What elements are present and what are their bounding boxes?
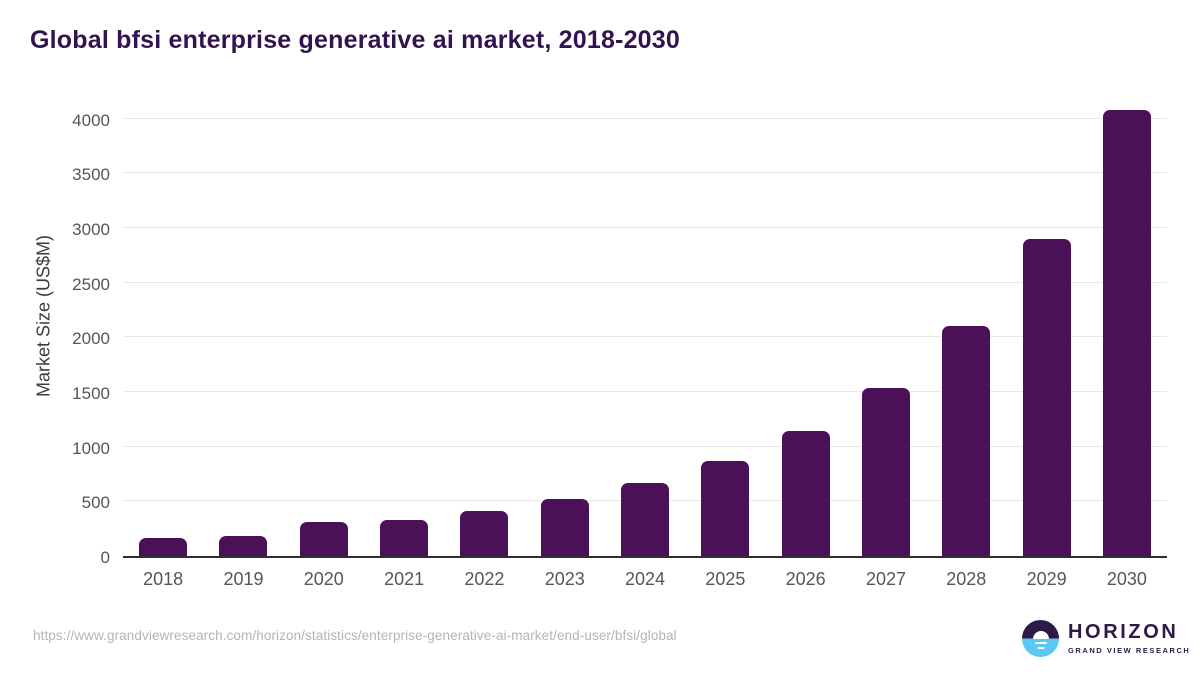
- bar-slot-2019: [203, 100, 283, 556]
- gridline-2500: [123, 281, 1167, 283]
- bar-2019: [219, 536, 268, 556]
- horizon-logo: HORIZON GRAND VIEW RESEARCH: [1022, 620, 1190, 657]
- y-tick-label-0: 0: [100, 548, 110, 567]
- bar-slot-2022: [444, 100, 524, 556]
- bar-slot-2024: [605, 100, 685, 556]
- bar-slot-2020: [284, 100, 364, 556]
- x-tick-label-2028: 2028: [946, 569, 987, 589]
- y-axis-tick-labels: 0 500 1000 1500 2000 2500 3000 3500 4000: [0, 100, 110, 566]
- y-tick-label-2500: 2500: [72, 274, 110, 294]
- bar-2023: [540, 499, 589, 556]
- plot-area: [123, 100, 1167, 558]
- gridline-3000: [123, 226, 1167, 228]
- gridline-1500: [123, 390, 1167, 392]
- bar-2025: [701, 461, 750, 556]
- gridline-2000: [123, 336, 1167, 338]
- x-axis-tick-labels: 2018 2019 2020 2021 2022 2023 2024 2025 2026 2027…: [123, 569, 1167, 590]
- x-tick-label-2025: 2025: [705, 569, 746, 589]
- logo-subtitle: GRAND VIEW RESEARCH: [1068, 646, 1191, 655]
- x-tick-label-2020: 2020: [303, 569, 344, 589]
- x-tick-label-2027: 2027: [865, 569, 906, 589]
- bar-2024: [621, 483, 670, 556]
- bar-2028: [942, 326, 991, 556]
- sun-dome-icon: [1032, 630, 1049, 639]
- bar-slot-2021: [364, 100, 444, 556]
- bars-container: [123, 100, 1167, 556]
- bar-slot-2028: [926, 100, 1006, 556]
- y-tick-label-3500: 3500: [72, 165, 110, 185]
- bar-2022: [460, 510, 509, 556]
- horizon-line-icon: [1037, 646, 1044, 649]
- x-tick-label-2022: 2022: [464, 569, 505, 589]
- bar-2021: [380, 519, 429, 556]
- bar-slot-2018: [123, 100, 203, 556]
- logo-text: HORIZON GRAND VIEW RESEARCH: [1068, 622, 1190, 655]
- logo-name: HORIZON: [1068, 621, 1179, 643]
- y-tick-label-1500: 1500: [72, 383, 110, 403]
- bar-2020: [299, 521, 348, 556]
- x-tick-label-2026: 2026: [785, 569, 826, 589]
- y-tick-label-4000: 4000: [72, 110, 110, 130]
- chart-title: Global bfsi enterprise generative ai mar…: [30, 26, 680, 54]
- horizon-line-icon: [1034, 641, 1047, 644]
- bar-2026: [781, 430, 830, 556]
- x-tick-label-2023: 2023: [544, 569, 585, 589]
- bar-slot-2027: [846, 100, 926, 556]
- source-url: https://www.grandviewresearch.com/horizo…: [33, 628, 677, 643]
- gridline-4000: [123, 117, 1167, 119]
- bar-slot-2023: [525, 100, 605, 556]
- bar-slot-2025: [685, 100, 765, 556]
- x-tick-label-2030: 2030: [1106, 569, 1147, 589]
- y-tick-label-1000: 1000: [72, 438, 110, 458]
- x-tick-label-2021: 2021: [384, 569, 425, 589]
- gridline-3500: [123, 172, 1167, 174]
- x-tick-label-2029: 2029: [1026, 569, 1067, 589]
- bar-slot-2030: [1087, 100, 1167, 556]
- bar-slot-2029: [1006, 100, 1086, 556]
- y-tick-label-500: 500: [81, 493, 110, 513]
- bar-2030: [1102, 109, 1151, 556]
- x-tick-label-2018: 2018: [143, 569, 184, 589]
- x-tick-label-2019: 2019: [223, 569, 264, 589]
- x-tick-label-2024: 2024: [625, 569, 666, 589]
- bar-2018: [139, 537, 188, 556]
- gridline-1000: [123, 445, 1167, 447]
- horizon-logo-icon: [1022, 620, 1059, 657]
- bar-2029: [1022, 238, 1071, 556]
- y-tick-label-3000: 3000: [72, 219, 110, 239]
- y-tick-label-2000: 2000: [72, 329, 110, 349]
- bar-2027: [861, 387, 910, 556]
- bar-slot-2026: [766, 100, 846, 556]
